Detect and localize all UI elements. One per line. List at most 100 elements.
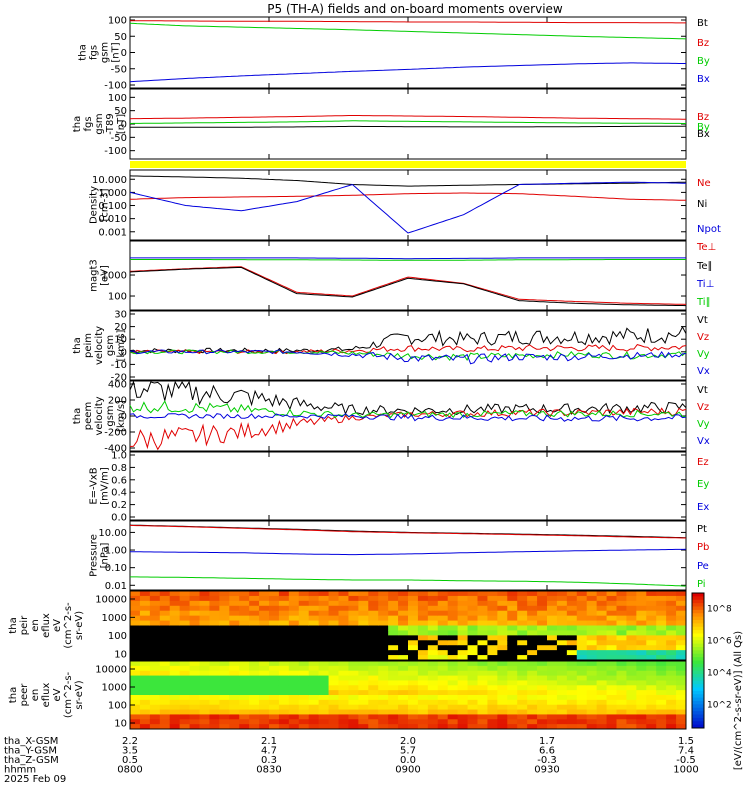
spectrogram-cell <box>626 665 637 672</box>
spectrogram-cell <box>666 655 677 661</box>
spectrogram-cell <box>189 719 200 725</box>
spectrogram-cell <box>269 591 280 597</box>
y-tick-label: -400 <box>104 444 127 455</box>
spectrogram-cell <box>547 645 558 651</box>
y-tick-label: 100 <box>108 93 127 104</box>
spectrogram-cell <box>586 670 598 677</box>
colorbar-frame <box>691 592 705 729</box>
spectrogram-cell <box>517 695 528 701</box>
spectrogram-cell <box>249 714 260 720</box>
spectrogram-cell <box>547 719 558 725</box>
spectrogram-cell <box>477 591 488 597</box>
spectrogram-cell <box>298 635 310 641</box>
series-Pe-line <box>129 548 687 556</box>
spectrogram-cell <box>288 640 300 646</box>
spectrogram-cell <box>547 695 558 701</box>
spectrogram-cell <box>278 620 290 626</box>
spectrogram-cell <box>199 690 210 696</box>
spectrogram-cell <box>348 719 359 725</box>
spectrogram-cell <box>487 685 498 691</box>
spectrogram-cell <box>626 645 637 651</box>
spectrogram-cell <box>169 635 181 641</box>
legend-Vx: Vx <box>697 436 710 447</box>
spectrogram-cell <box>298 615 310 622</box>
spectrogram-cell <box>517 600 528 607</box>
spectrogram-cell <box>189 675 200 681</box>
spectrogram-cell <box>249 620 260 626</box>
spectrogram-cell <box>358 640 369 646</box>
spectrogram-cell <box>259 605 270 612</box>
spectrogram-cell <box>328 650 339 656</box>
panel-peem_velocity: tha peem velocity gsm [km/s]4002000-200-400V… <box>72 380 710 455</box>
series-Vx-line <box>129 349 687 365</box>
spectrogram-cell <box>457 630 469 636</box>
spectrogram-cell <box>487 650 498 656</box>
y-axis-label: fgs <box>83 116 94 131</box>
spectrogram-cell <box>408 635 419 641</box>
spectrogram-cell <box>517 675 528 681</box>
spectrogram-cell <box>616 650 627 656</box>
spectrogram-cell <box>427 680 439 686</box>
spectrogram-cell <box>457 670 469 677</box>
spectrogram-cell <box>298 650 310 656</box>
spectrogram-cell <box>517 650 528 656</box>
spectrogram-cell <box>556 610 568 617</box>
spectrogram-cell <box>576 661 588 667</box>
spectrogram-cell <box>269 719 280 725</box>
spectrogram-cell <box>576 600 588 607</box>
spectrogram-cell <box>636 714 647 720</box>
spectrogram-cell <box>616 615 627 622</box>
spectrogram-cell <box>308 635 320 641</box>
spectrogram-cell <box>388 610 399 617</box>
spectrogram-y-label: tha <box>8 687 19 703</box>
spectrogram-cell <box>616 665 627 672</box>
spectrogram-cell <box>199 650 210 656</box>
spectrogram-cell <box>189 655 200 661</box>
spectrogram-cell <box>388 665 399 672</box>
spectrogram-cell <box>576 680 588 686</box>
spectrogram-cell <box>169 620 181 626</box>
spectrogram-cell <box>159 661 171 667</box>
ephemeris-value: 2.0 <box>400 736 416 747</box>
spectrogram-cell <box>139 635 151 641</box>
spectrogram-cell <box>616 605 627 612</box>
spectrogram-cell <box>139 615 151 622</box>
spectrogram-cell <box>269 635 280 641</box>
y-tick-label: 0.01 <box>105 581 127 592</box>
spectrogram-cell <box>159 595 171 602</box>
spectrogram-cell <box>596 635 608 641</box>
spectrogram-cell <box>398 655 409 661</box>
y-tick-label: 100 <box>108 631 127 642</box>
spectrogram-cell <box>229 610 240 617</box>
spectrogram-cell <box>139 645 151 651</box>
spectrogram-cell <box>626 625 637 631</box>
spectrogram-cell <box>527 699 538 706</box>
legend-Bx: Bx <box>697 129 710 140</box>
spectrogram-cell <box>358 600 369 607</box>
spectrogram-cell <box>269 704 280 711</box>
spectrogram-cell <box>477 699 488 706</box>
y-tick-label: 10000 <box>95 665 127 676</box>
spectrogram-cell <box>586 620 598 626</box>
spectrogram-cell <box>239 655 250 661</box>
spectrogram-cell <box>487 680 498 686</box>
spectrogram-cell <box>626 655 637 661</box>
colorbar-segment <box>692 663 704 668</box>
spectrogram-cell <box>388 699 399 706</box>
spectrogram-cell <box>318 719 330 725</box>
spectrogram-cell <box>159 670 171 677</box>
spectrogram-cell <box>517 680 528 686</box>
spectrogram-cell <box>507 625 518 631</box>
spectrogram-cell <box>586 719 598 725</box>
spectrogram-cell <box>566 625 578 631</box>
colorbar-segment <box>692 606 704 611</box>
y-tick-label: -50 <box>111 64 127 75</box>
spectrogram-cell <box>249 661 260 667</box>
spectrogram-cell <box>656 610 667 617</box>
spectrogram-y-label: eV <box>52 688 63 701</box>
spectrogram-cell <box>259 615 270 622</box>
spectrogram-cell <box>427 704 439 711</box>
spectrogram-cell <box>328 630 339 636</box>
spectrogram-cell <box>338 714 349 720</box>
spectrogram-cell <box>566 714 578 720</box>
